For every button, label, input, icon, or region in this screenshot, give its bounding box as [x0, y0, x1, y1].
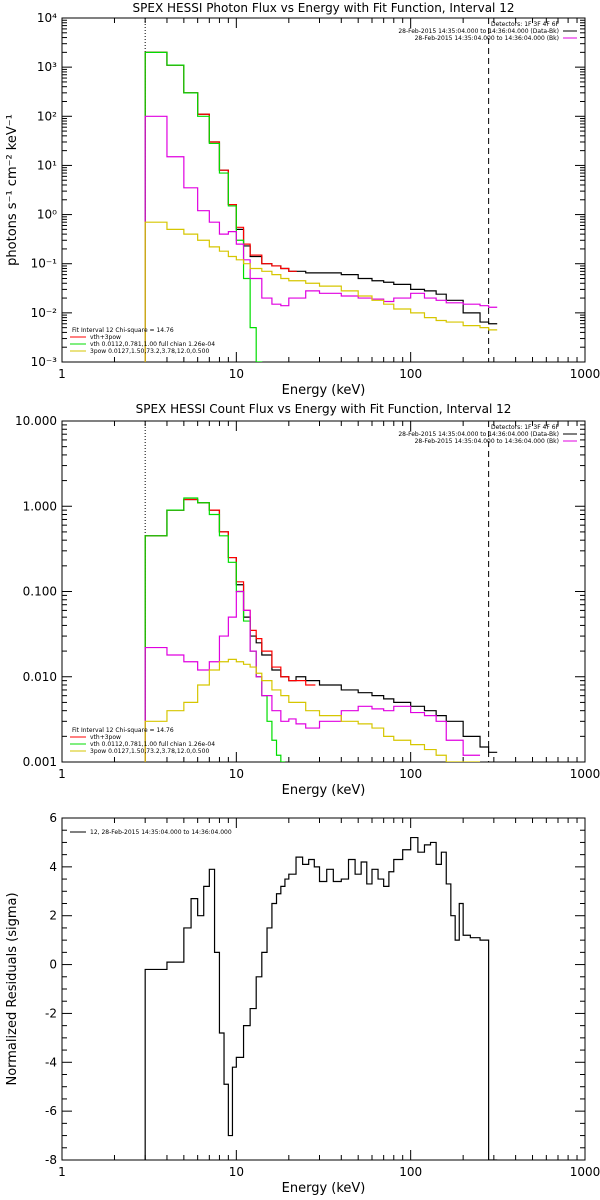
y-tick-label: 10¹	[37, 158, 57, 172]
legend-right-entry: Detectors: 1F 3F 4F 6F	[491, 21, 560, 28]
x-tick-label: 1	[58, 767, 66, 781]
legend-right-entry: Detectors: 1F 3F 4F 6F	[491, 424, 560, 431]
y-tick-label: 10⁴	[37, 11, 57, 25]
x-tick-label: 100	[399, 767, 422, 781]
series-line-4	[144, 115, 498, 362]
legend-left-entry: vth+3pow	[90, 334, 121, 341]
plot-frame	[61, 420, 586, 763]
series-group	[144, 497, 498, 762]
y-tick-label: 10⁻²	[31, 306, 58, 320]
y-tick-label: 10⁻³	[31, 355, 58, 369]
panel-3: 1 10 100 1000 -8 -6 -4 -2 0 2 4 6 Energy (keV) Normal…	[5, 811, 600, 1196]
x-tick-label: 10	[229, 767, 244, 781]
y-tick-label: -6	[45, 1104, 57, 1118]
y-tick-label: 10²	[37, 109, 57, 123]
x-tick-label: 10	[229, 1165, 244, 1179]
x-axis-label: Energy (keV)	[282, 783, 366, 798]
x-tick-label: 1000	[570, 767, 600, 781]
x-tick-label: 1000	[570, 1165, 600, 1179]
series-line-1	[144, 498, 498, 762]
legend-left-entry: 3pow 0.0127,1.50,73.2,3.78,12.0,0.500	[90, 348, 209, 355]
y-axis-label: photons s⁻¹ cm⁻² keV⁻¹	[5, 114, 20, 266]
y-tick-label: 0.001	[23, 755, 57, 769]
legend-right-entry: 28-Feb-2015 14:35:04.000 to 14:36:04.000…	[415, 35, 559, 42]
y-axis-label: Normalized Residuals (sigma)	[5, 892, 20, 1085]
legend-right-entry: 28-Feb-2015 14:35:04.000 to 14:36:04.000…	[415, 438, 559, 445]
series-line-1	[144, 836, 498, 1160]
y-tick-label: 0.010	[23, 670, 57, 684]
y-tick-label: 0	[49, 958, 57, 972]
series-group	[144, 836, 498, 1160]
x-tick-label: 10	[229, 367, 244, 381]
y-tick-label: 10³	[37, 60, 57, 74]
series-group	[144, 51, 498, 362]
legend-left-header: Fit Interval 12 Chi-square = 14.76	[72, 327, 174, 334]
legend-left-entry: 3pow 0.0127,1.50,73.2,3.78,12.0,0.500	[90, 748, 209, 755]
x-tick-label: 100	[399, 367, 422, 381]
x-axis-label: Energy (keV)	[282, 383, 366, 398]
legend-right-entry: 28-Feb-2015 14:35:04.000 to 14:36:04.000…	[398, 28, 559, 35]
y-tick-label: 10⁰	[37, 208, 57, 222]
series-line-5	[144, 658, 481, 762]
y-tick-label: -8	[45, 1153, 57, 1167]
legend-left-entry: 12, 28-Feb-2015 14:35:04.000 to 14:36:04…	[90, 829, 232, 836]
y-tick-label: 0.100	[23, 585, 57, 599]
chart-title: SPEX HESSI Photon Flux vs Energy with Fi…	[133, 1, 515, 15]
series-line-3	[144, 51, 263, 362]
y-tick-label: 2	[49, 909, 57, 923]
y-tick-label: 4	[49, 860, 57, 874]
x-tick-label: 1	[58, 367, 66, 381]
panel-1: SPEX HESSI Photon Flux vs Energy with Fi…	[5, 1, 600, 398]
plot-frame	[61, 17, 586, 363]
y-tick-label: 6	[49, 811, 57, 825]
x-axis-label: Energy (keV)	[282, 1181, 366, 1196]
legend-left-entry: vth 0.0112,0.781,1.00 full chian 1.26e-0…	[90, 341, 215, 348]
series-line-5	[144, 221, 498, 362]
legend-right-entry: 28-Feb-2015 14:35:04.000 to 14:36:04.000…	[398, 431, 559, 438]
plot-frame	[61, 817, 586, 1161]
y-tick-label: 10.000	[15, 414, 57, 428]
y-tick-label: 1.000	[23, 499, 57, 513]
chart-title: SPEX HESSI Count Flux vs Energy with Fit…	[136, 402, 512, 416]
x-tick-label: 1000	[570, 367, 600, 381]
series-line-4	[144, 590, 481, 762]
x-tick-label: 100	[399, 1165, 422, 1179]
y-tick-label: -2	[45, 1006, 57, 1020]
legend-left-header: Fit Interval 12 Chi-square = 14.76	[72, 727, 174, 734]
y-tick-label: 10⁻¹	[31, 257, 58, 271]
series-line-3	[144, 497, 286, 762]
legend-left-entry: vth+3pow	[90, 734, 121, 741]
y-tick-label: -4	[45, 1055, 57, 1069]
series-line-2	[144, 498, 316, 762]
panel-2: SPEX HESSI Count Flux vs Energy with Fit…	[15, 402, 600, 798]
x-tick-label: 1	[58, 1165, 66, 1179]
legend-left-entry: vth 0.0112,0.781,1.00 full chian 1.26e-0…	[90, 741, 215, 748]
